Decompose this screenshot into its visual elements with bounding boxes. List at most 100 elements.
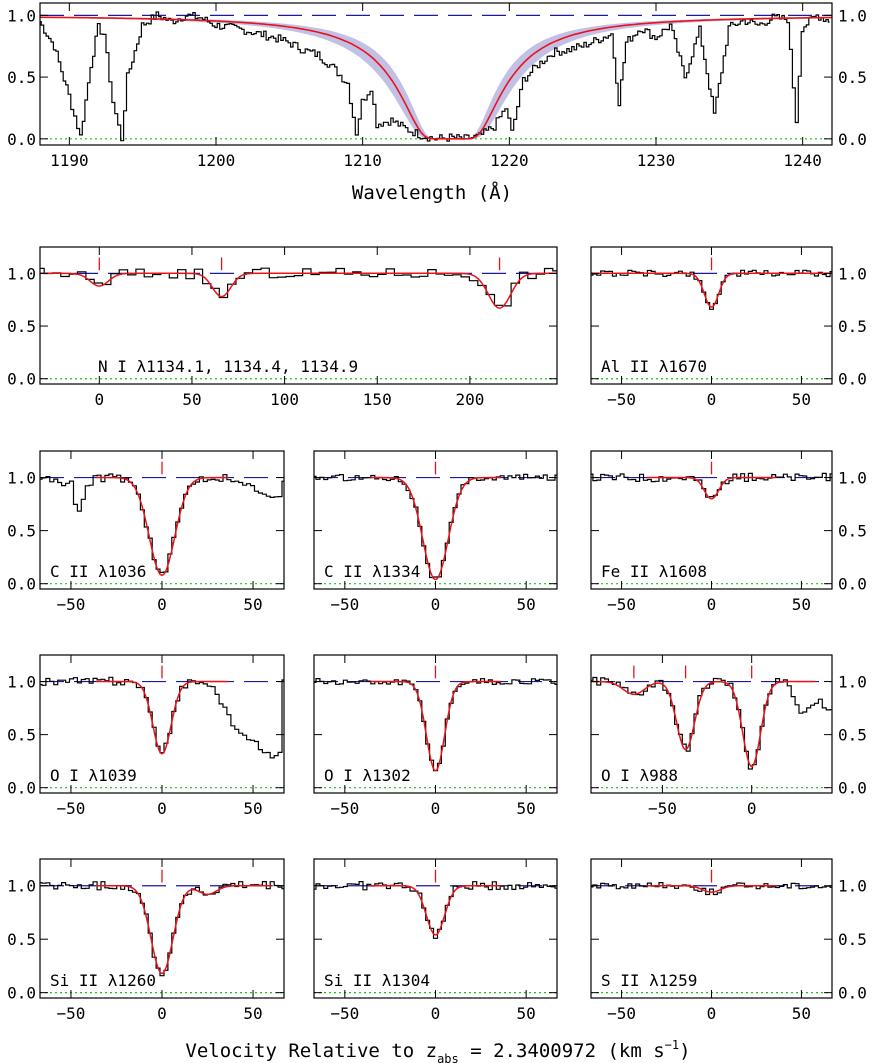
y-tick-label-right: 1.0 [838,877,867,896]
y-tick-label-right: 0.0 [838,370,867,389]
x-tick-label: −50 [330,1004,359,1023]
y-tick-label-right: 0.5 [838,522,867,541]
panel-si-ii-1304: −50 0 50 Si II λ1304 [313,858,558,1023]
y-tick-label-right: 0.5 [838,317,867,336]
panel-label: Fe II λ1608 [601,562,707,581]
x-tick-label: 0 [707,1004,717,1023]
y-tick-label-right: 0.0 [838,779,867,798]
x-tick-label: 50 [243,595,262,614]
x-tick-label: 50 [792,390,811,409]
panel-label: N I λ1134.1, 1134.4, 1134.9 [98,357,358,376]
panel-s-ii: −50 0 50 0.0 0.5 1.0 S II λ1259 [590,858,867,1023]
panel-label: O I λ988 [601,766,678,785]
y-tick-label-left: 0.5 [7,930,36,949]
y-tick-label-left: 0.5 [7,522,36,541]
data-spectrum [40,676,284,759]
model-fit [96,476,228,576]
data-spectrum [40,881,284,977]
y-tick-label-right: 0.5 [838,930,867,949]
x-tick-label: −50 [57,595,86,614]
model-fit [370,884,501,936]
x-tick-label: 0 [157,595,167,614]
y-tick-label-left: 0.0 [7,130,36,149]
y-tick-label-left: 0.0 [7,779,36,798]
x-tick-label: 0 [431,595,441,614]
x-tick-label: 50 [792,1004,811,1023]
y-tick-label-left: 1.0 [7,6,36,25]
x-tick-label: 50 [517,799,536,818]
model-fit [591,680,816,768]
x-tick-label: 1210 [343,151,382,170]
y-tick-label-right: 1.0 [838,673,867,692]
x-axis-title-prefix: Velocity Relative to z [185,1040,437,1062]
x-tick-label: 50 [517,595,536,614]
panel-si-ii-1260: −50 0 50 0.0 0.5 1.0 Si II λ1260 [7,858,285,1023]
model-fit [40,16,832,140]
x-tick-label: 100 [270,390,299,409]
data-spectrum [40,11,830,142]
y-tick-label-left: 1.0 [7,877,36,896]
panel-label: C II λ1334 [324,562,420,581]
panel-n-i: 0 50 100 150 200 0.0 0.5 1.0 N I λ1134.1, 1134.4… [7,246,558,409]
x-tick-label: 50 [182,390,201,409]
x-axis-title-superscript: −1 [665,1038,679,1052]
x-tick-label: −50 [607,595,636,614]
x-tick-label: −50 [607,390,636,409]
data-spectrum [591,472,832,498]
data-spectrum [40,267,557,307]
x-tick-label: 150 [363,390,392,409]
x-tick-label: 0 [431,799,441,818]
x-tick-label: 50 [243,1004,262,1023]
panel-al-ii: −50 0 50 0.0 0.5 1.0 Al II λ1670 [590,246,867,409]
y-tick-label-left: 0.0 [7,370,36,389]
x-axis-title-suffix: = 2.3400972 (km s [459,1040,665,1062]
y-tick-label-right: 0.0 [838,575,867,594]
y-tick-label-right: 0.0 [838,130,867,149]
y-tick-label-right: 0.0 [838,984,867,1003]
x-tick-label: 1190 [50,151,89,170]
model-fit [646,476,777,500]
y-tick-label-right: 0.5 [838,726,867,745]
panels-layer: 1190 1200 1210 1220 1230 1240 0.0 0.0 0.5 0.5 1.0 1… [7,2,867,1023]
panel-o-i-1302: −50 0 50 O I λ1302 [313,654,558,818]
x-tick-label: 0 [707,595,717,614]
panel-frame [590,654,833,794]
x-tick-label: 50 [517,1004,536,1023]
y-tick-label-right: 1.0 [838,469,867,488]
data-spectrum [314,678,557,772]
panel-label: O I λ1302 [324,766,411,785]
y-tick-label-left: 0.5 [7,68,36,87]
panel-frame [39,246,558,385]
model-fit [591,272,832,308]
x-tick-label: 0 [157,799,167,818]
panel-label: C II λ1036 [50,562,146,581]
x-tick-label: −50 [57,1004,86,1023]
x-tick-label: 0 [431,1004,441,1023]
x-tick-label: −50 [330,595,359,614]
model-fit [96,680,228,755]
y-tick-label-right: 1.0 [838,264,867,283]
panel-plot-area [40,257,557,380]
panel-frame [39,2,833,146]
panel-label: Si II λ1260 [50,971,156,990]
x-tick-label: −50 [57,799,86,818]
y-tick-label-left: 1.0 [7,264,36,283]
panel-lyman-alpha: 1190 1200 1210 1220 1230 1240 0.0 0.0 0.5 0.5 1.0 1… [7,2,867,170]
panel-o-i-1039: −50 0 50 0.0 0.5 1.0 O I λ1039 [7,654,285,818]
error-band [40,16,832,139]
data-spectrum [40,473,284,573]
model-fit [646,884,777,893]
panel-label: O I λ1039 [50,766,137,785]
x-tick-label: −50 [648,799,677,818]
model-fit [370,680,501,772]
x-tick-label: 1220 [490,151,529,170]
x-axis-title-subscript: abs [437,1052,459,1063]
x-tick-label: 50 [243,799,262,818]
panel-label: Si II λ1304 [324,971,430,990]
x-tick-label: −50 [607,1004,636,1023]
panel-label: Al II λ1670 [601,357,707,376]
panel-label: S II λ1259 [601,971,697,990]
x-tick-label: 0 [94,390,104,409]
y-tick-label-left: 1.0 [7,469,36,488]
